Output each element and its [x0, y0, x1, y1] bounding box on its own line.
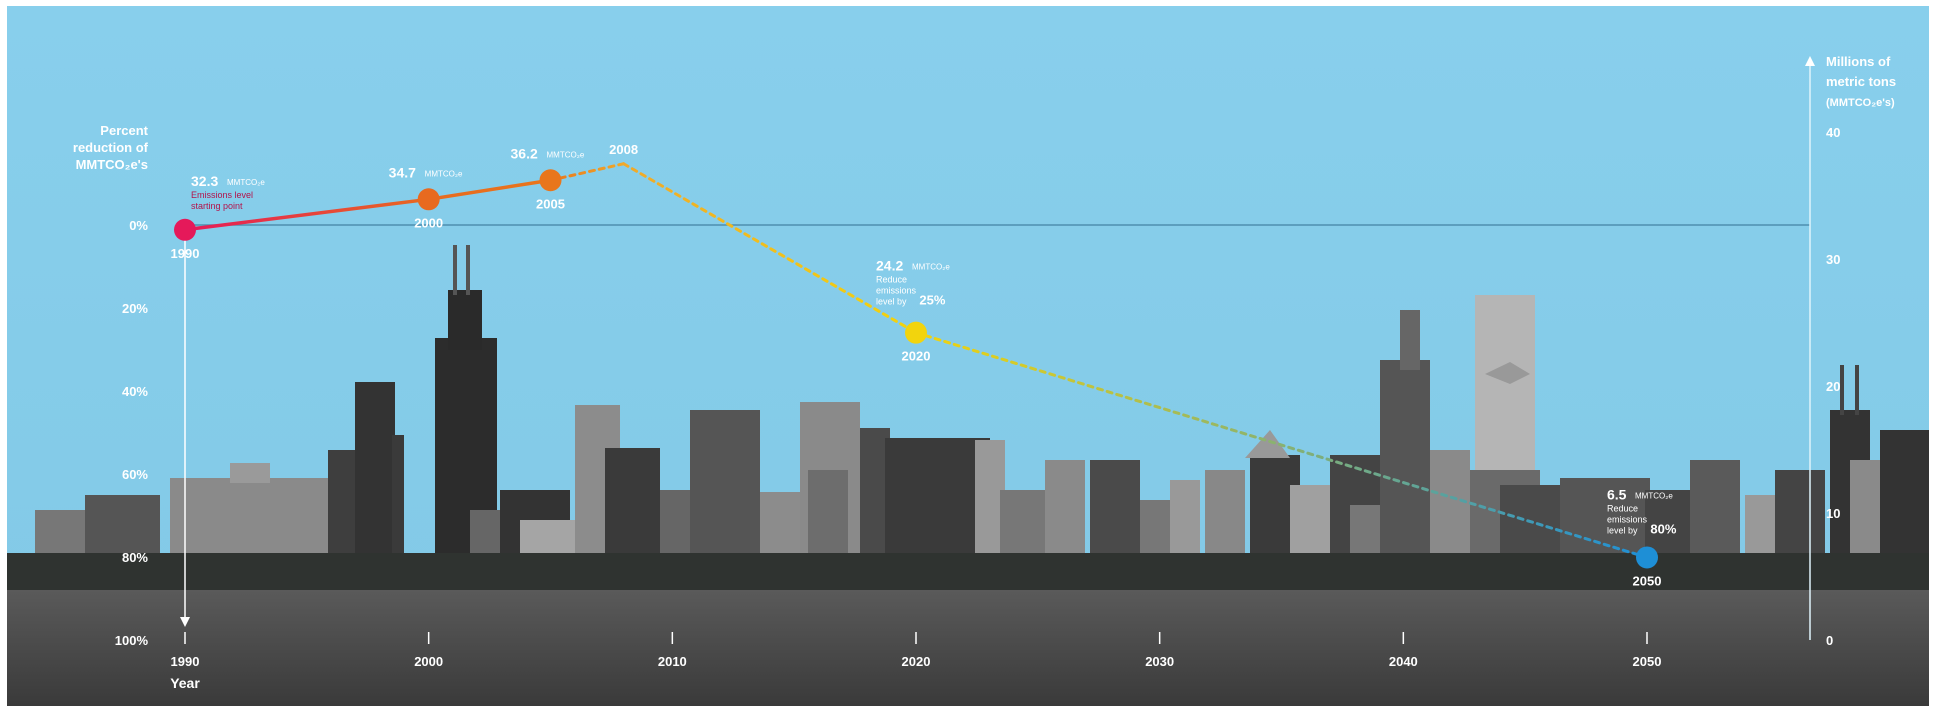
point-unit-label: MMTCO₂e	[425, 169, 463, 178]
point-note-line: Reduce	[1607, 503, 1638, 513]
point-year-label: 2050	[1633, 573, 1662, 588]
point-value-label: 36.2	[511, 145, 538, 161]
left-axis-label-line: reduction of	[73, 140, 149, 155]
left-axis-tick-label: 80%	[122, 550, 148, 565]
x-axis-tick-label: 2010	[658, 654, 687, 669]
point-note-line: level by	[876, 297, 907, 307]
left-axis-label-line: MMTCO₂e's	[76, 157, 148, 172]
x-axis-tick-label: 2000	[414, 654, 443, 669]
right-axis-label-line: (MMTCO₂e's)	[1826, 97, 1895, 109]
point-year-label: 2000	[414, 215, 443, 230]
actual-segment	[183, 197, 431, 232]
left-axis-tick-label: 40%	[122, 384, 148, 399]
left-axis-tick-label: 60%	[122, 467, 148, 482]
x-axis-tick-label: 2030	[1145, 654, 1174, 669]
left-axis-tick-label: 20%	[122, 301, 148, 316]
point-unit-label: MMTCO₂e	[227, 178, 265, 187]
actual-segment	[426, 178, 553, 202]
right-axis-tick-label: 40	[1826, 125, 1840, 140]
left-axis-tick-label: 100%	[115, 633, 149, 648]
point-unit-label: MMTCO₂e	[547, 150, 585, 159]
point-note-line: Reduce	[876, 275, 907, 285]
target-segment	[914, 331, 1649, 559]
point-year-label: 2008	[609, 142, 638, 157]
right-axis-tick-label: 30	[1826, 252, 1840, 267]
point-note-line: emissions	[1607, 514, 1648, 524]
lake-water	[7, 590, 1929, 706]
point-2020	[905, 321, 927, 344]
right-axis-arrow	[1805, 56, 1815, 66]
point-value-label: 34.7	[389, 164, 416, 180]
point-year-label: 1990	[171, 246, 200, 261]
point-1990	[174, 218, 196, 241]
target-segment	[622, 162, 918, 335]
point-2050	[1636, 546, 1658, 569]
right-axis-tick-label: 20	[1826, 379, 1840, 394]
point-note-line: emissions	[876, 286, 917, 296]
point-year-label: 2005	[536, 196, 565, 211]
point-percent-label: 25%	[919, 293, 945, 308]
point-2005	[539, 169, 562, 192]
left-axis-label-line: Percent	[100, 123, 148, 138]
x-axis-tick-label: 1990	[171, 654, 200, 669]
left-axis-arrow	[180, 617, 190, 627]
point-unit-label: MMTCO₂e	[912, 263, 950, 272]
right-axis-tick-label: 10	[1826, 506, 1840, 521]
point-value-label: 24.2	[876, 258, 903, 274]
point-value-label: 32.3	[191, 173, 218, 189]
city-skyline	[7, 245, 1929, 591]
x-axis-tick-label: 2050	[1633, 654, 1662, 669]
point-note-line: level by	[1607, 525, 1638, 535]
point-note-line: starting point	[191, 201, 243, 211]
right-axis-tick-label: 0	[1826, 633, 1833, 648]
right-axis-label-line: metric tons	[1826, 74, 1896, 89]
point-unit-label: MMTCO₂e	[1635, 491, 1673, 500]
left-axis-tick-label: 0%	[129, 218, 148, 233]
point-note-line: Emissions level	[191, 190, 253, 200]
point-percent-label: 80%	[1650, 521, 1676, 536]
axes: Percent reduction of MMTCO₂e's 0% 20% 40% 60% 8…	[73, 54, 1896, 691]
target-segment	[549, 162, 626, 182]
x-axis-tick-label: 2020	[902, 654, 931, 669]
emission-lines	[183, 162, 1649, 559]
point-2000	[417, 188, 440, 211]
right-axis-label-line: Millions of	[1826, 54, 1891, 69]
x-axis-label: Year	[170, 675, 200, 691]
point-value-label: 6.5	[1607, 486, 1627, 502]
x-axis-tick-label: 2040	[1389, 654, 1418, 669]
point-year-label: 2020	[902, 349, 931, 364]
